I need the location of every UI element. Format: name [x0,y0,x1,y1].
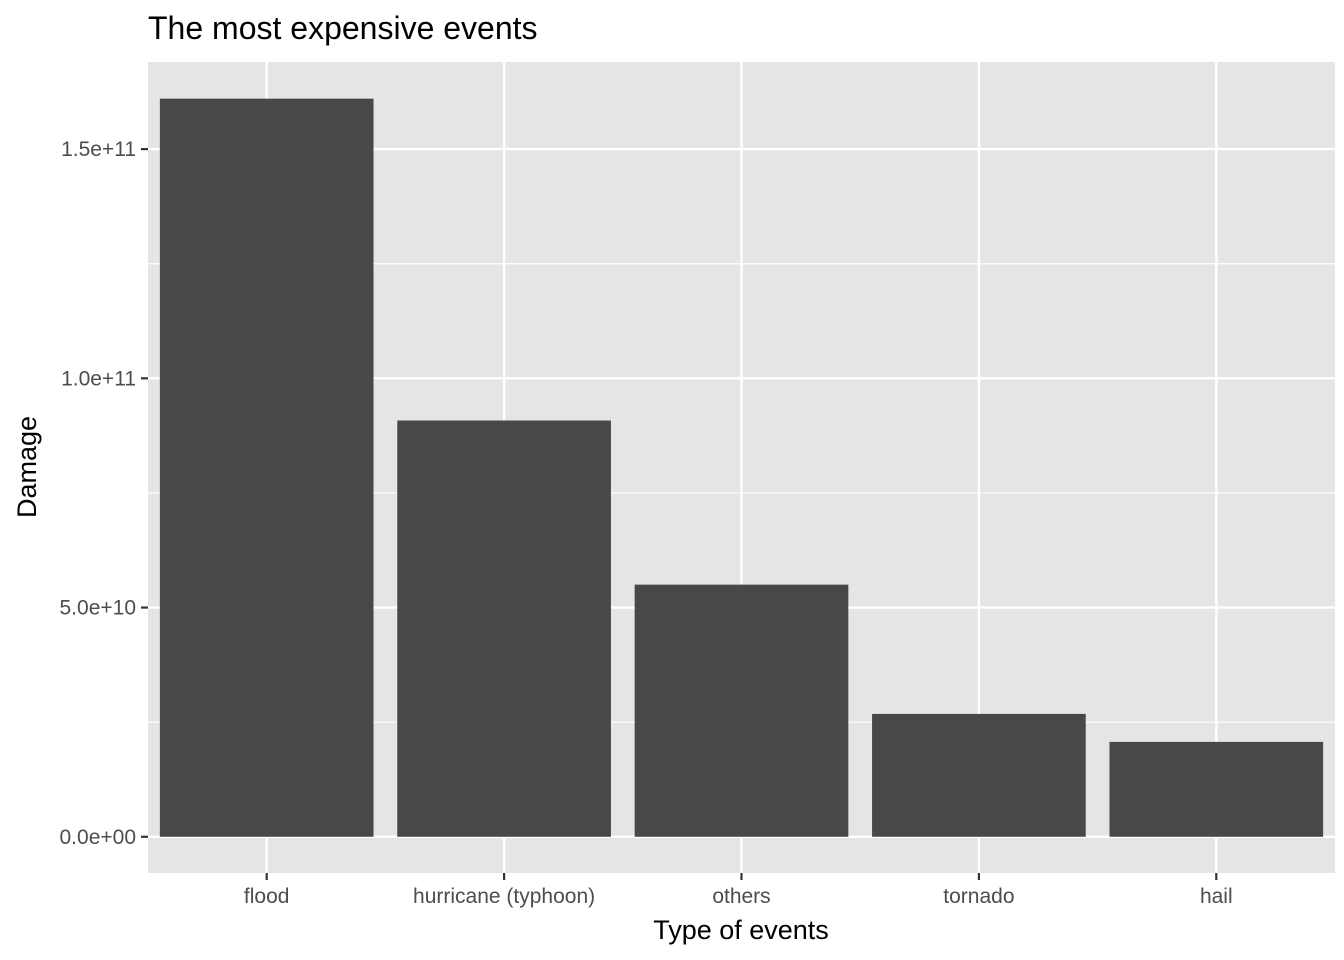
bar-hurricane-typhoon [397,420,611,837]
y-tick-label: 1.5e+11 [61,138,136,161]
x-tick-label: tornado [943,885,1014,908]
y-axis-title: Damage [12,416,42,518]
y-tick-label: 0.0e+00 [60,826,137,849]
chart-title: The most expensive events [148,10,538,46]
x-tick-label: flood [244,885,290,908]
y-tick-label: 1.0e+11 [61,367,136,390]
bar-hail [1109,741,1324,837]
bars [159,98,1324,837]
bar-tornado [872,713,1086,837]
bar-others [634,584,849,837]
x-tick-label: hail [1200,885,1233,908]
x-axis-title: Type of events [653,915,829,945]
y-tick-label: 5.0e+10 [60,597,137,620]
bar-flood [159,98,374,837]
x-tick-label: others [712,885,770,908]
x-axis: flood hurricane (typhoon) others tornado hai… [244,873,1233,908]
y-axis: 0.0e+00 5.0e+10 1.0e+11 1.5e+11 [60,138,148,849]
x-tick-label: hurricane (typhoon) [413,885,595,908]
